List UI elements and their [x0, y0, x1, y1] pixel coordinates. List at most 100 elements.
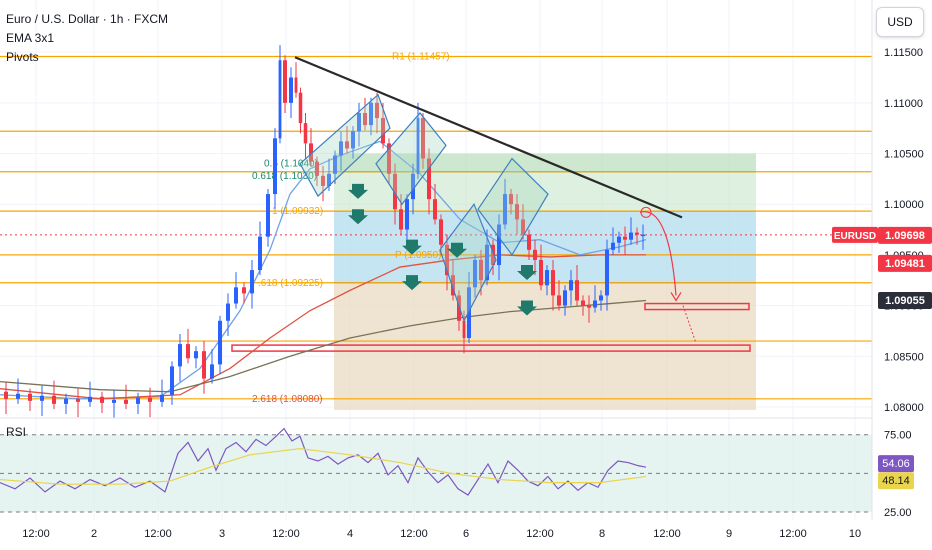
candle-body — [170, 366, 174, 395]
candle-body — [623, 236, 627, 240]
candle-body — [515, 204, 519, 220]
target-zones — [334, 153, 756, 410]
candle-body — [473, 259, 477, 288]
pattern-shape — [375, 112, 447, 206]
x-tick-label: 12:00 — [653, 528, 681, 540]
candle-body — [28, 393, 32, 401]
rsi-tag — [878, 472, 914, 490]
rsi-tag-label: 48.14 — [882, 475, 910, 487]
candle-body — [258, 236, 262, 271]
candle-body — [503, 194, 507, 225]
price-tag — [878, 291, 932, 309]
candle-body — [641, 234, 645, 237]
pivot-label: 1 (1.09932) — [272, 206, 323, 217]
candle-body — [491, 244, 495, 266]
candle-body — [357, 112, 361, 132]
pivot-label: .618 (1.09225) — [258, 278, 323, 289]
candle-body — [563, 290, 567, 306]
candle-body — [599, 295, 603, 301]
candle-body — [457, 295, 461, 321]
candle-body — [545, 270, 549, 286]
fib-label: 0.5 (1.1040) — [264, 159, 318, 170]
x-tick-label: 12:00 — [526, 528, 554, 540]
candle-body — [399, 209, 403, 230]
candle-body — [533, 249, 537, 260]
candle-body — [629, 232, 633, 240]
indicator-pivots: Pivots — [6, 50, 39, 64]
candle-body — [593, 300, 597, 308]
y-tick-label: 1.11000 — [884, 98, 923, 110]
candle-body — [124, 399, 128, 404]
candle-body — [52, 395, 56, 404]
candles — [4, 45, 645, 419]
pattern-shape — [439, 202, 497, 323]
rsi-tick-label: 75.00 — [884, 430, 912, 442]
candle-body — [136, 397, 140, 404]
candle-body — [309, 143, 313, 162]
x-tick-label: 3 — [219, 528, 225, 540]
candle-body — [433, 199, 437, 220]
candle-body — [218, 320, 222, 365]
y-tick-label: 1.08000 — [884, 402, 924, 414]
down-arrow-icon — [447, 242, 467, 258]
candle-body — [617, 236, 621, 243]
candle-body — [321, 175, 325, 186]
x-tick-label: 6 — [463, 528, 469, 540]
candle-body — [64, 398, 68, 404]
down-arrow-icon — [517, 265, 537, 281]
candle-body — [421, 118, 425, 159]
candle-body — [234, 287, 238, 304]
target-band — [644, 302, 750, 311]
candle-body — [178, 344, 182, 367]
candle-body — [339, 141, 343, 156]
symbol-tag-label: EURUSD — [834, 231, 876, 242]
candle-body — [266, 194, 270, 237]
stop-zone — [334, 282, 756, 410]
fib-label: 0.618 (1.1030) — [252, 171, 317, 182]
candle-body — [363, 112, 367, 126]
candle-body — [250, 270, 254, 294]
candle-body — [479, 259, 483, 281]
candle-body — [587, 305, 591, 308]
profit-zone-top — [334, 153, 756, 172]
x-tick-label: 2 — [91, 528, 97, 540]
x-tick-label: 12:00 — [272, 528, 300, 540]
price-tag — [878, 254, 932, 272]
symbol-tag — [832, 226, 878, 243]
candle-body — [509, 194, 513, 205]
candle-body — [76, 398, 80, 402]
rsi-tick-label: 25.00 — [884, 507, 912, 519]
down-arrow-icon — [517, 300, 537, 316]
rsi-tag-label: 54.06 — [882, 458, 910, 470]
candle-body — [351, 131, 355, 149]
price-tag — [878, 226, 932, 244]
candle-body — [100, 396, 104, 403]
x-tick-label: 12:00 — [400, 528, 428, 540]
pivot-label: R1 (1.11457) — [392, 52, 450, 63]
pivot-lines: R1 (1.11457) 1 (1.09932) P (1.0950) .618 (1… — [0, 52, 872, 405]
candle-body — [521, 219, 525, 235]
candle-body — [210, 364, 214, 379]
candle-body — [289, 77, 293, 103]
price-tag-label: 1.09481 — [885, 258, 925, 270]
price-tag-label: 1.09055 — [885, 295, 925, 307]
candle-body — [283, 60, 287, 103]
candle-body — [445, 244, 449, 276]
pattern-drawings — [294, 56, 697, 344]
currency-button[interactable]: USD — [876, 7, 924, 37]
down-arrow-icon — [402, 275, 422, 291]
rsi-tag — [878, 455, 914, 473]
indicator-ema: EMA 3x1 — [6, 31, 55, 45]
candle-body — [40, 395, 44, 401]
candle-body — [393, 173, 397, 210]
trendline — [294, 56, 683, 219]
candle-body — [635, 232, 639, 235]
candle-body — [551, 270, 555, 296]
candle-body — [186, 344, 190, 359]
chart-legend: Euro / U.S. Dollar · 1h · FXCM EMA 3x1 P… — [6, 10, 168, 67]
y-tick-label: 1.11500 — [884, 47, 923, 59]
candle-body — [194, 351, 198, 359]
pivot-label: P (1.0950) — [395, 250, 442, 261]
candle-body — [298, 92, 303, 124]
